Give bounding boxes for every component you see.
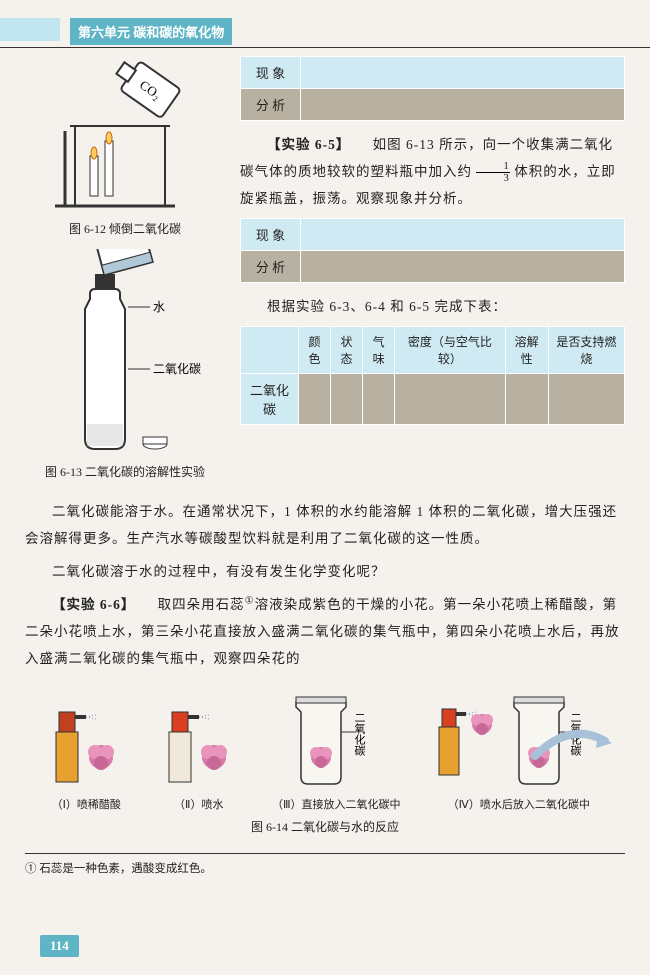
properties-table: 颜色 状态 气味 密度（与空气比较） 溶解性 是否支持燃烧 二氧化碳 bbox=[240, 326, 625, 425]
header-stripe bbox=[0, 18, 60, 41]
fig-6-13-caption: 图 6-13 二氧化碳的溶解性实验 bbox=[25, 463, 225, 480]
body-paragraph-1: 二氧化碳能溶于水。在通常状况下，1 体积的水约能溶解 1 体积的二氧化碳，增大压… bbox=[25, 498, 625, 552]
fig-6-14-i: （Ⅰ）喷稀醋酸 bbox=[46, 697, 126, 812]
unit-header: 第六单元 碳和碳的氧化物 bbox=[70, 18, 232, 45]
summary-instruction: 根据实验 6-3、6-4 和 6-5 完成下表： bbox=[240, 293, 625, 320]
observation-table-1: 现 象 分 析 bbox=[240, 56, 625, 121]
jar-label-1: 二氧化碳 bbox=[353, 712, 366, 757]
figure-6-12: CO₂ 图 6-12 倾倒二氧化碳 bbox=[25, 56, 225, 237]
experiment-6-5-text: 【实验 6-5】 如图 6-13 所示，向一个收集满二氧化碳气体的质地较软的塑料… bbox=[240, 131, 625, 212]
co2-bottle-label: 二氧化碳 bbox=[153, 362, 201, 376]
body-paragraph-2: 二氧化碳溶于水的过程中，有没有发生化学变化呢？ bbox=[25, 558, 625, 585]
fig-6-14-ii: （Ⅱ）喷水 bbox=[159, 697, 239, 812]
footnote: ① 石蕊是一种色素，遇酸变成红色。 bbox=[25, 853, 625, 876]
figure-6-13: 水 二氧化碳 图 6-13 二氧化碳的溶解性实验 bbox=[25, 249, 225, 480]
arrow-icon bbox=[530, 726, 620, 766]
page-number: 114 bbox=[40, 935, 79, 957]
experiment-6-6-text: 【实验 6-6】 取四朵用石蕊①溶液染成紫色的干燥的小花。第一朵小花喷上稀醋酸，… bbox=[25, 591, 625, 672]
observation-table-2: 现 象 分 析 bbox=[240, 218, 625, 283]
fig-6-14-iii: 二氧化碳 （Ⅲ）直接放入二氧化碳中 bbox=[271, 692, 401, 812]
water-label: 水 bbox=[153, 300, 165, 314]
fig-6-14-caption: 图 6-14 二氧化碳与水的反应 bbox=[25, 818, 625, 835]
fig-6-12-caption: 图 6-12 倾倒二氧化碳 bbox=[25, 220, 225, 237]
